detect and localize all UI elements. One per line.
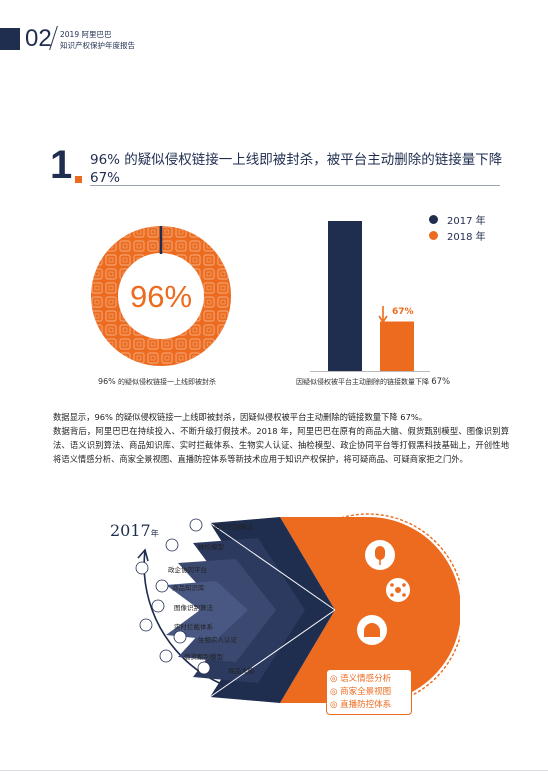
item-icon-1 xyxy=(189,518,203,532)
item-icon-5 xyxy=(151,599,165,613)
down-arrow-icon xyxy=(378,306,388,323)
header-title-line1: 2019 阿里巴巴 xyxy=(60,30,112,39)
item-2017-image-recognition: 图像识别算法 xyxy=(174,604,213,612)
tech-infographic xyxy=(135,513,460,707)
item-2018-livestream-control: ◎ 直播防控体系 xyxy=(330,700,392,710)
bar-caption: 因疑似侵权被平台主动删除的链接数量下降 67% xyxy=(296,377,466,387)
header-title-line2: 知识产权保护年度报告 xyxy=(60,41,135,50)
item-2017-biometric-auth: 生物实人认证 xyxy=(198,636,237,644)
footer-rule xyxy=(0,770,548,771)
item-icon-3 xyxy=(135,561,149,575)
funnel-2017-layer4 xyxy=(166,581,248,640)
bar-chart xyxy=(310,221,430,372)
item-2017-sampling-model: 抽检模型 xyxy=(198,543,224,551)
donut-chart: 96% xyxy=(91,226,231,366)
microphone-icon xyxy=(375,546,385,560)
item-icon-6 xyxy=(139,618,153,632)
item-2017-product-brain: 商品大脑 xyxy=(228,667,254,675)
item-2018-sentiment-analysis: ◎ 语义情感分析 xyxy=(330,674,392,684)
donut-caption: 96% 的疑似侵权链接一上线即被封杀 xyxy=(98,377,238,387)
network-icon xyxy=(395,587,401,593)
donut-caption-text: 的疑似侵权链接一上线即被封杀 xyxy=(115,378,217,386)
new-tech-box-2018 xyxy=(326,669,412,715)
section-number-dot xyxy=(75,176,82,183)
legend-label-2017: 2017 年 xyxy=(447,216,486,227)
item-2017-semantic-recognition: 语义识别算法 xyxy=(214,523,253,531)
year-2017-label: 2017年 xyxy=(110,521,159,540)
item-icon-7 xyxy=(173,630,187,644)
paragraph-1: 数据显示，96% 的疑似侵权链接一上线即被封杀，因疑似侵权被平台主动删除的链接数… xyxy=(53,412,428,422)
legend-dot-2017 xyxy=(429,215,438,224)
legend-dot-2018 xyxy=(429,231,438,240)
arc-2017-arrowhead xyxy=(137,548,149,562)
year-2018-label: 2018年 xyxy=(345,651,388,667)
header-bar xyxy=(0,28,20,50)
item-icon-2 xyxy=(165,538,179,552)
item-icon-4 xyxy=(155,579,169,593)
section-number: 1 xyxy=(50,143,73,187)
bar-caption-pct: 67% xyxy=(431,377,451,387)
bar-2018 xyxy=(380,321,414,371)
item-2017-counterfeit-model: 假货甄别模型 xyxy=(184,653,223,661)
bar-2017 xyxy=(328,221,362,371)
item-2018-merchant-view: ◎ 商家全景视图 xyxy=(330,687,392,697)
funnel-2018 xyxy=(280,517,460,703)
section-title-rule xyxy=(90,185,500,186)
donut-percent: 96% xyxy=(130,279,192,314)
donut-caption-pct: 96% xyxy=(98,377,116,386)
paragraph-2: 数据背后，阿里巴巴在持续投入、不断升级打假技术。2018 年，阿里巴巴在原有的商… xyxy=(53,426,509,464)
item-icon-8 xyxy=(159,649,173,663)
section-title: 96% 的疑似侵权链接一上线即被封杀，被平台主动删除的链接量下降 67% xyxy=(90,152,503,186)
bar-caption-text: 因疑似侵权被平台主动删除的链接数量下降 xyxy=(296,378,432,386)
alarm-icon xyxy=(364,623,380,637)
page-number: 02 xyxy=(25,25,52,52)
item-2017-knowledge-base: 商品知识库 xyxy=(172,584,205,592)
item-2017-realtime-interception: 实时拦截体系 xyxy=(174,623,213,631)
legend-label-2018: 2018 年 xyxy=(447,232,486,243)
bar-drop-label: 67% xyxy=(392,307,414,317)
item-icon-9 xyxy=(197,661,211,675)
item-2017-gov-platform: 政企协同平台 xyxy=(168,566,207,574)
